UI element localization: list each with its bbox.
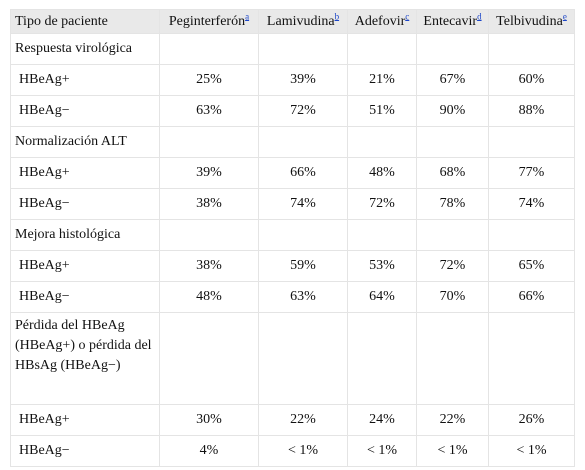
table-row: HBeAg+ 39% 66% 48% 68% 77%: [10, 157, 575, 189]
row-label: HBeAg−: [10, 95, 160, 127]
table-cell: 39%: [258, 64, 348, 96]
header-entecavir: Entecavird: [416, 9, 489, 34]
table-cell: 30%: [159, 404, 259, 436]
table-cell: 74%: [258, 188, 348, 220]
table-cell: 72%: [416, 250, 489, 282]
section-title: Mejora histológica: [10, 219, 160, 251]
table-cell: 90%: [416, 95, 489, 127]
table-row: HBeAg− 4% < 1% < 1% < 1% < 1%: [10, 435, 575, 467]
section-title: Respuesta virológica: [10, 33, 160, 65]
row-label: HBeAg−: [10, 281, 160, 313]
table-cell: 24%: [347, 404, 417, 436]
header-adefovir: Adefovirc: [347, 9, 417, 34]
table-cell: 72%: [258, 95, 348, 127]
table-cell: 66%: [488, 281, 575, 313]
table-cell: 63%: [258, 281, 348, 313]
table-row: HBeAg− 63% 72% 51% 90% 88%: [10, 95, 575, 127]
row-label: HBeAg+: [10, 64, 160, 96]
table-cell: < 1%: [488, 435, 575, 467]
table-row: HBeAg+ 25% 39% 21% 67% 60%: [10, 64, 575, 96]
footnote-link-d[interactable]: d: [477, 10, 482, 21]
table-cell: 64%: [347, 281, 417, 313]
table-cell: 60%: [488, 64, 575, 96]
footnote-link-e[interactable]: e: [562, 10, 567, 21]
row-label: HBeAg−: [10, 435, 160, 467]
table-cell: 53%: [347, 250, 417, 282]
table-cell: 74%: [488, 188, 575, 220]
table-row: HBeAg− 38% 74% 72% 78% 74%: [10, 188, 575, 220]
row-label: HBeAg−: [10, 188, 160, 220]
treatment-response-table: Tipo de paciente Peginterferóna Lamivudi…: [10, 9, 575, 467]
footnote-link-c[interactable]: c: [405, 10, 410, 21]
table-cell: 68%: [416, 157, 489, 189]
table-row: HBeAg− 48% 63% 64% 70% 66%: [10, 281, 575, 313]
table-cell: 88%: [488, 95, 575, 127]
table-cell: 67%: [416, 64, 489, 96]
table-row: HBeAg+ 38% 59% 53% 72% 65%: [10, 250, 575, 282]
table-cell: 38%: [159, 250, 259, 282]
header-row: Tipo de paciente Peginterferóna Lamivudi…: [10, 9, 575, 34]
table-cell: 22%: [416, 404, 489, 436]
table-cell: 26%: [488, 404, 575, 436]
section-row: Respuesta virológica: [10, 33, 575, 65]
table-cell: 77%: [488, 157, 575, 189]
table-cell: 65%: [488, 250, 575, 282]
row-label: HBeAg+: [10, 404, 160, 436]
table-cell: 38%: [159, 188, 259, 220]
table-row: HBeAg+ 30% 22% 24% 22% 26%: [10, 404, 575, 436]
header-peginterferon: Peginterferóna: [159, 9, 259, 34]
header-patient-type: Tipo de paciente: [10, 9, 160, 34]
header-telbivudina: Telbivudinae: [488, 9, 575, 34]
table-cell: 51%: [347, 95, 417, 127]
table-cell: 78%: [416, 188, 489, 220]
table-cell: 59%: [258, 250, 348, 282]
section-row: Pérdida del HBeAg (HBeAg+) o pérdida del…: [10, 312, 575, 405]
table-cell: 70%: [416, 281, 489, 313]
table-cell: 48%: [159, 281, 259, 313]
table-cell: 25%: [159, 64, 259, 96]
table-cell: 21%: [347, 64, 417, 96]
table-cell: < 1%: [347, 435, 417, 467]
table-cell: < 1%: [258, 435, 348, 467]
section-row: Normalización ALT: [10, 126, 575, 158]
row-label: HBeAg+: [10, 250, 160, 282]
table-cell: 48%: [347, 157, 417, 189]
table-cell: 72%: [347, 188, 417, 220]
table-cell: < 1%: [416, 435, 489, 467]
row-label: HBeAg+: [10, 157, 160, 189]
section-title: Pérdida del HBeAg (HBeAg+) o pérdida del…: [10, 312, 160, 405]
table-cell: 66%: [258, 157, 348, 189]
table-cell: 63%: [159, 95, 259, 127]
table-cell: 22%: [258, 404, 348, 436]
header-lamivudina: Lamivudinab: [258, 9, 348, 34]
table-cell: 39%: [159, 157, 259, 189]
section-title: Normalización ALT: [10, 126, 160, 158]
table-cell: 4%: [159, 435, 259, 467]
footnote-link-a[interactable]: a: [245, 10, 250, 21]
section-row: Mejora histológica: [10, 219, 575, 251]
footnote-link-b[interactable]: b: [334, 10, 340, 21]
